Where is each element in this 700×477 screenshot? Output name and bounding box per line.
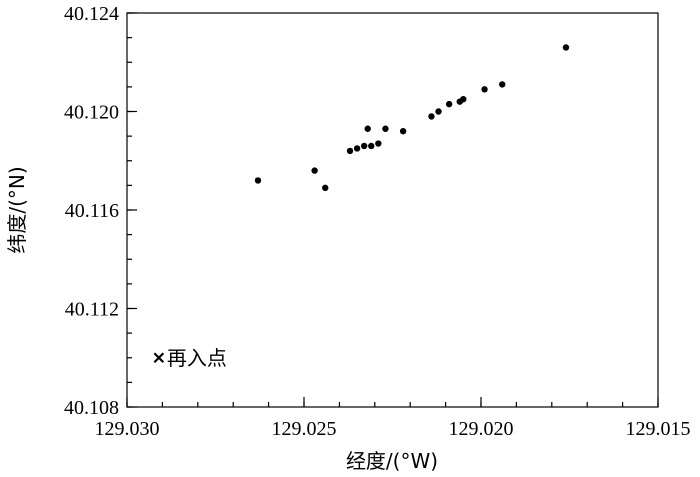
plot-frame (126, 12, 659, 408)
data-point (364, 125, 371, 132)
x-tick-label: 129.030 (95, 418, 160, 440)
reentry-annotation: 再入点 (153, 346, 227, 370)
y-tick-label: 40.108 (64, 397, 119, 419)
data-point (562, 44, 570, 51)
data-point (346, 147, 354, 155)
reentry-marker-stroke (153, 352, 165, 364)
tick-labels: 129.030 129.025 129.020 129.015 40.108 40.112… (64, 3, 691, 440)
data-point (435, 108, 442, 115)
x-tick-label: 129.015 (626, 418, 691, 440)
data-point (428, 113, 435, 120)
data-point (445, 100, 453, 108)
x-axis-title: 经度/(°W) (346, 449, 438, 473)
reentry-point-label: 再入点 (167, 346, 227, 370)
data-point (399, 128, 407, 135)
data-point (499, 81, 506, 88)
data-point (322, 184, 329, 192)
data-point (481, 86, 488, 93)
data-point (311, 167, 318, 174)
data-point (254, 177, 262, 184)
data-point (460, 95, 467, 103)
y-tick-label: 40.120 (64, 102, 119, 124)
data-point (375, 140, 382, 147)
y-axis-title: 纬度/(°N) (5, 166, 29, 253)
data-point (368, 142, 375, 150)
data-point (353, 145, 361, 152)
y-tick-label: 40.124 (64, 3, 119, 25)
x-tick-label: 129.025 (272, 418, 337, 440)
y-tick-label: 40.116 (65, 200, 119, 222)
data-point (360, 142, 368, 150)
y-tick-label: 40.112 (65, 299, 119, 321)
x-tick-label: 129.020 (449, 418, 514, 440)
data-point (382, 125, 389, 132)
data-points (254, 44, 570, 192)
